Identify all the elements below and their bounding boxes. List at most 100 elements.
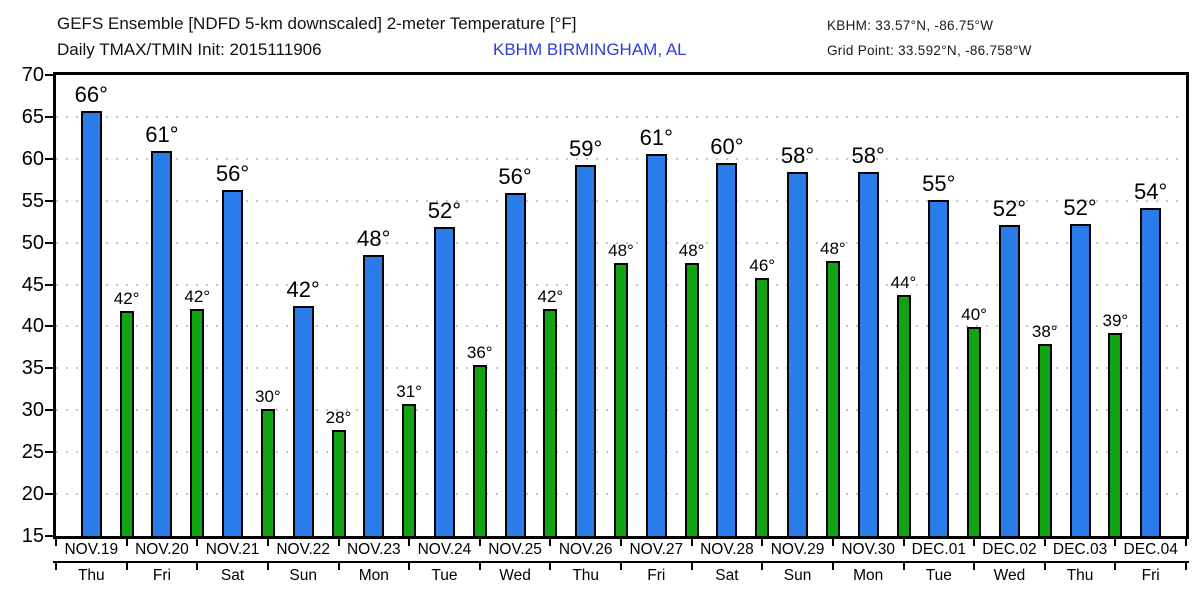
date-axis-tick: [408, 539, 411, 546]
x-axis-date-label: NOV.20: [135, 541, 189, 558]
x-axis-day-label: Wed: [499, 567, 531, 584]
tmax-value-label: 58°: [780, 143, 815, 169]
y-axis-label: 50: [21, 231, 44, 254]
tmax-value-label: 56°: [498, 164, 532, 190]
tmin-bar: [896, 295, 911, 536]
gridline: [56, 157, 1186, 160]
tmax-value-label: 61°: [145, 122, 179, 148]
y-axis-tick: [45, 115, 53, 118]
x-axis-date-label: DEC.04: [1123, 541, 1178, 558]
day-axis-tick: [1114, 563, 1117, 570]
x-axis-day-label: Sun: [783, 567, 812, 584]
y-axis-tick: [45, 493, 53, 496]
tmax-bar: [998, 225, 1020, 536]
tmax-value-label: 52°: [992, 196, 1027, 222]
tmin-value-label: 46°: [749, 255, 776, 275]
day-axis-tick: [196, 563, 199, 570]
tmin-value-label: 48°: [608, 240, 634, 260]
x-axis-day-label: Thu: [1066, 567, 1094, 584]
tmax-value-label: 52°: [427, 197, 462, 223]
day-axis-line: [53, 561, 1189, 563]
x-axis-date-label: NOV.28: [700, 541, 754, 558]
tmax-bar: [151, 151, 173, 536]
tmin-bar: [331, 429, 346, 536]
y-axis-tick: [45, 241, 53, 244]
tmax-value-label: 52°: [1063, 195, 1097, 221]
tmin-bar: [755, 277, 770, 536]
y-axis-label: 15: [21, 525, 44, 547]
tmax-bar: [1140, 208, 1162, 536]
tmax-value-label: 56°: [215, 160, 250, 186]
tmax-value-label: 42°: [286, 277, 320, 303]
y-axis-tick: [45, 157, 53, 160]
tmin-bar: [402, 403, 417, 536]
gridline: [56, 241, 1186, 244]
day-axis-tick: [55, 563, 57, 570]
y-axis-label: 70: [21, 64, 44, 86]
x-axis-date-label: NOV.30: [841, 541, 896, 558]
grid-point-coordinates: Grid Point: 33.592°N, -86.758°W: [827, 43, 1032, 58]
x-axis-day-label: Sat: [220, 567, 245, 584]
tmin-bar: [825, 261, 840, 536]
tmax-bar: [222, 189, 244, 536]
x-axis-day-label: Mon: [358, 567, 389, 584]
y-axis-tick: [45, 535, 53, 537]
tmax-bar: [575, 164, 597, 536]
tmax-bar: [292, 306, 314, 536]
y-axis-tick: [45, 199, 53, 202]
gridline: [56, 115, 1186, 118]
tmax-bar: [80, 111, 102, 536]
tmax-bar: [716, 163, 738, 536]
date-axis-tick: [620, 539, 622, 546]
date-axis-tick: [690, 539, 693, 546]
date-axis-tick: [902, 539, 905, 546]
day-axis-tick: [549, 563, 552, 570]
x-axis-day-label: Thu: [77, 567, 105, 584]
x-axis-date-label: NOV.26: [558, 541, 613, 558]
day-axis-tick: [620, 563, 622, 570]
x-axis-date-label: DEC.01: [911, 541, 966, 558]
date-axis-tick: [1043, 539, 1046, 546]
x-axis-day-label: Wed: [993, 567, 1026, 584]
x-axis-day-label: Tue: [431, 567, 458, 584]
date-axis-tick: [549, 539, 552, 546]
x-axis-day-label: Mon: [853, 567, 884, 584]
date-axis-tick: [337, 539, 340, 546]
tmin-value-label: 28°: [325, 407, 352, 427]
y-axis-tick: [45, 283, 53, 286]
x-axis-date-label: DEC.03: [1052, 541, 1108, 558]
y-axis-tick: [45, 74, 53, 76]
day-axis-tick: [478, 563, 481, 570]
date-axis-tick: [478, 539, 481, 546]
tmax-bar: [504, 193, 526, 536]
x-axis-day-label: Fri: [1141, 567, 1160, 584]
day-axis-tick: [408, 563, 411, 570]
x-axis-day-label: Sun: [289, 567, 317, 584]
y-axis-label: 25: [21, 441, 44, 464]
date-axis-tick: [1185, 539, 1187, 546]
day-axis-tick: [902, 563, 905, 570]
day-axis-tick: [690, 563, 693, 570]
tmin-value-label: 31°: [396, 381, 422, 401]
y-axis-label: 55: [21, 189, 44, 212]
tmin-value-label: 36°: [466, 343, 493, 363]
tmin-bar: [967, 327, 982, 536]
x-axis-date-label: NOV.21: [205, 541, 260, 558]
day-axis-tick: [1043, 563, 1046, 570]
chart-subtitle: Daily TMAX/TMIN Init: 2015111906: [57, 40, 322, 59]
day-axis-tick: [125, 563, 128, 570]
tmax-bar: [787, 172, 809, 536]
y-axis-label: 40: [21, 315, 44, 338]
y-axis-tick: [45, 451, 53, 454]
plot-area: 66° 42° 61° 42° 56° 30° 42° 28° 48° 31° 52° 36° 56° 4…: [53, 72, 1189, 539]
tmax-value-label: 59°: [569, 135, 603, 161]
tmax-value-label: 58°: [851, 143, 885, 169]
y-axis-label: 65: [21, 105, 44, 128]
y-axis-label: 45: [21, 273, 44, 296]
day-axis-tick: [1185, 563, 1187, 570]
tmax-bar: [857, 172, 879, 536]
tmin-bar: [614, 262, 628, 536]
y-axis-label: 30: [21, 399, 44, 422]
tmin-bar: [190, 308, 205, 536]
